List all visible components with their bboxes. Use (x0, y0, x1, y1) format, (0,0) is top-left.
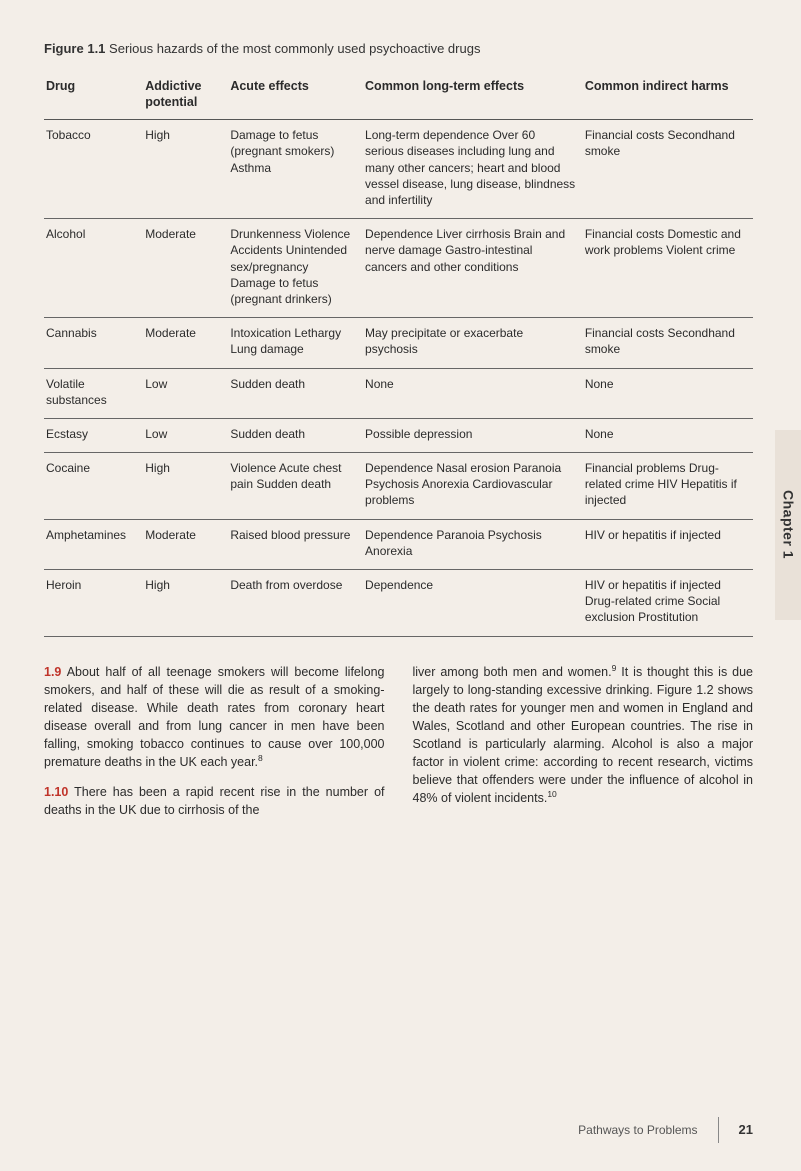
table-row: Amphetamines Moderate Raised blood press… (44, 519, 753, 569)
left-column: 1.9 About half of all teenage smokers wi… (44, 663, 385, 832)
cell-addictive: Low (143, 418, 228, 452)
cell-addictive: Low (143, 368, 228, 418)
table-row: Cocaine High Violence Acute chest pain S… (44, 453, 753, 520)
cell-drug: Cocaine (44, 453, 143, 520)
cell-indirect: HIV or hepatitis if injected (583, 519, 753, 569)
cell-addictive: Moderate (143, 519, 228, 569)
cell-indirect: Financial costs Domestic and work proble… (583, 219, 753, 318)
cell-acute: Raised blood pressure (228, 519, 363, 569)
hazards-table: Drug Addictive potential Acute effects C… (44, 72, 753, 637)
para-text: liver among both men and women. (413, 665, 612, 679)
footnote-ref: 8 (258, 753, 263, 763)
cell-indirect: Financial costs Secondhand smoke (583, 120, 753, 219)
cell-acute: Sudden death (228, 418, 363, 452)
cell-acute: Damage to fetus (pregnant smokers) Asthm… (228, 120, 363, 219)
col-indirect: Common indirect harms (583, 72, 753, 120)
table-row: Heroin High Death from overdose Dependen… (44, 570, 753, 637)
cell-acute: Intoxication Lethargy Lung damage (228, 318, 363, 368)
paragraph-1-10: 1.10 There has been a rapid recent rise … (44, 783, 385, 819)
cell-longterm: May precipitate or exacerbate psychosis (363, 318, 583, 368)
paragraph-continued: liver among both men and women.9 It is t… (413, 663, 754, 808)
cell-longterm: Dependence (363, 570, 583, 637)
table-row: Tobacco High Damage to fetus (pregnant s… (44, 120, 753, 219)
table-row: Volatile substances Low Sudden death Non… (44, 368, 753, 418)
table-body: Tobacco High Damage to fetus (pregnant s… (44, 120, 753, 636)
chapter-tab: Chapter 1 (775, 430, 801, 620)
cell-acute: Drunkenness Violence Accidents Unintende… (228, 219, 363, 318)
cell-indirect: None (583, 368, 753, 418)
cell-drug: Heroin (44, 570, 143, 637)
body-columns: 1.9 About half of all teenage smokers wi… (44, 663, 753, 832)
cell-drug: Volatile substances (44, 368, 143, 418)
cell-longterm: Possible depression (363, 418, 583, 452)
cell-acute: Death from overdose (228, 570, 363, 637)
page-number: 21 (739, 1121, 753, 1139)
figure-title: Serious hazards of the most commonly use… (109, 41, 480, 56)
cell-longterm: Dependence Paranoia Psychosis Anorexia (363, 519, 583, 569)
cell-indirect: Financial problems Drug-related crime HI… (583, 453, 753, 520)
footer-title: Pathways to Problems (578, 1122, 697, 1138)
cell-addictive: High (143, 120, 228, 219)
cell-acute: Violence Acute chest pain Sudden death (228, 453, 363, 520)
cell-addictive: Moderate (143, 219, 228, 318)
figure-number: Figure 1.1 (44, 41, 105, 56)
footnote-ref: 10 (547, 789, 556, 799)
cell-drug: Cannabis (44, 318, 143, 368)
cell-addictive: High (143, 570, 228, 637)
cell-drug: Tobacco (44, 120, 143, 219)
col-longterm: Common long-term effects (363, 72, 583, 120)
para-lead: 1.9 (44, 665, 61, 679)
cell-indirect: None (583, 418, 753, 452)
cell-addictive: High (143, 453, 228, 520)
page: Figure 1.1 Serious hazards of the most c… (0, 0, 801, 1171)
para-text: It is thought this is due largely to lon… (413, 665, 754, 806)
table-row: Cannabis Moderate Intoxication Lethargy … (44, 318, 753, 368)
col-acute: Acute effects (228, 72, 363, 120)
col-drug: Drug (44, 72, 143, 120)
cell-drug: Ecstasy (44, 418, 143, 452)
cell-indirect: Financial costs Secondhand smoke (583, 318, 753, 368)
table-row: Alcohol Moderate Drunkenness Violence Ac… (44, 219, 753, 318)
para-text: There has been a rapid recent rise in th… (44, 785, 385, 817)
table-row: Ecstasy Low Sudden death Possible depres… (44, 418, 753, 452)
cell-drug: Amphetamines (44, 519, 143, 569)
table-header-row: Drug Addictive potential Acute effects C… (44, 72, 753, 120)
cell-indirect: HIV or hepatitis if injected Drug-relate… (583, 570, 753, 637)
cell-acute: Sudden death (228, 368, 363, 418)
page-footer: Pathways to Problems 21 (578, 1117, 753, 1143)
col-addictive: Addictive potential (143, 72, 228, 120)
cell-longterm: None (363, 368, 583, 418)
figure-caption: Figure 1.1 Serious hazards of the most c… (44, 40, 753, 58)
para-lead: 1.10 (44, 785, 68, 799)
paragraph-1-9: 1.9 About half of all teenage smokers wi… (44, 663, 385, 772)
cell-longterm: Dependence Nasal erosion Paranoia Psycho… (363, 453, 583, 520)
cell-longterm: Dependence Liver cirrhosis Brain and ner… (363, 219, 583, 318)
para-text: About half of all teenage smokers will b… (44, 665, 385, 770)
footer-divider (718, 1117, 719, 1143)
cell-drug: Alcohol (44, 219, 143, 318)
right-column: liver among both men and women.9 It is t… (413, 663, 754, 832)
cell-longterm: Long-term dependence Over 60 serious dis… (363, 120, 583, 219)
cell-addictive: Moderate (143, 318, 228, 368)
